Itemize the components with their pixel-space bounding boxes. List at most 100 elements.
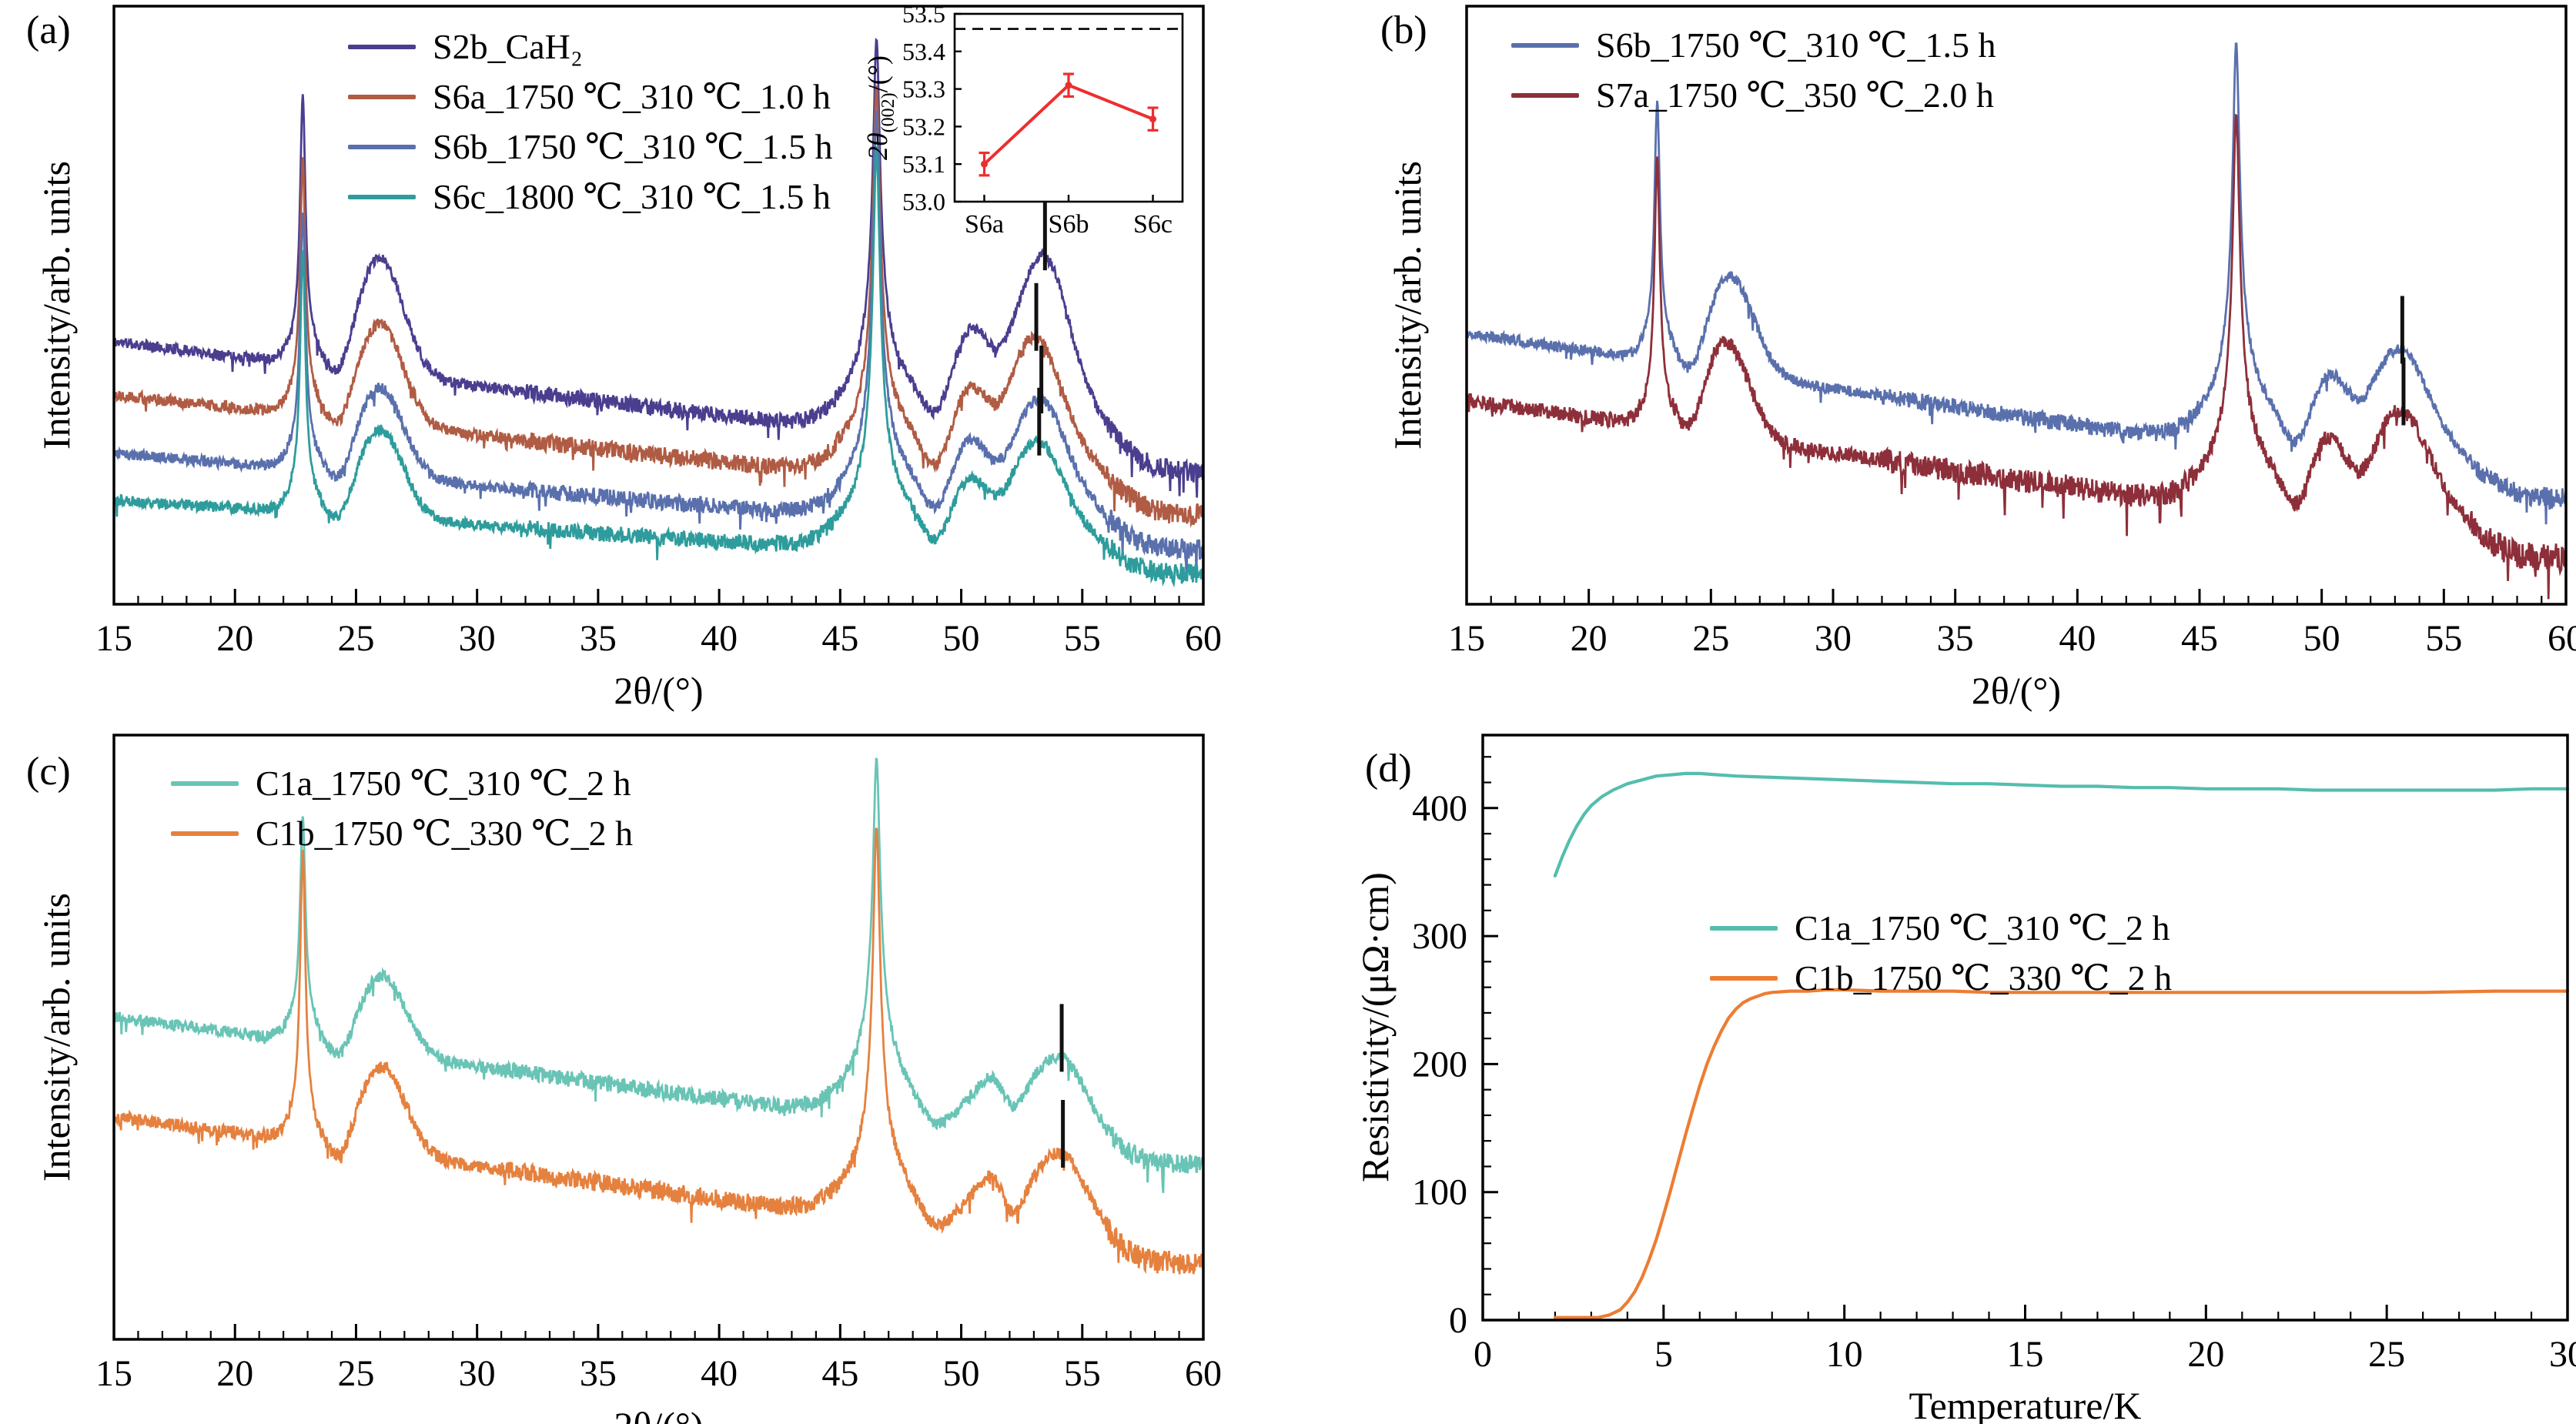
legend-label: S7a_1750 ℃_350 ℃_2.0 h (1596, 75, 1994, 115)
x-tick-label: 45 (2181, 618, 2218, 659)
inset-x-tick-label: S6c (1133, 210, 1173, 239)
x-tick-label: 15 (1448, 618, 1485, 659)
inset-y-axis-label: 2θ(002)/(°) (862, 55, 898, 160)
inset-y-tick-label: 53.0 (902, 188, 945, 216)
legend-item: C1a_1750 ℃_310 ℃_2 h (1710, 903, 2172, 953)
legend-line-swatch (348, 144, 416, 149)
inset-x-tick-label: S6b (1049, 210, 1089, 239)
inset-data-point (980, 160, 988, 168)
panel-c-letter: (c) (26, 750, 71, 794)
legend-item: C1b_1750 ℃_330 ℃_2 h (171, 808, 633, 858)
x-tick-label: 20 (216, 1353, 253, 1394)
xrd-curve-1 (1467, 113, 2566, 600)
y-tick-label: 100 (1412, 1172, 1467, 1213)
legend-line-swatch (348, 44, 416, 49)
x-tick-label: 20 (216, 618, 253, 659)
xrd-curve-0 (114, 757, 1203, 1193)
panel-d-legend: C1a_1750 ℃_310 ℃_2 h C1b_1750 ℃_330 ℃_2 … (1710, 903, 2172, 1003)
legend-item: C1a_1750 ℃_310 ℃_2 h (171, 758, 633, 808)
x-tick-label: 0 (1474, 1334, 1492, 1375)
xrd-curve-1 (114, 85, 1203, 528)
inset-y-tick-label: 53.3 (902, 75, 945, 103)
x-tick-label: 40 (2059, 618, 2096, 659)
legend-line-swatch (348, 194, 416, 199)
legend-label: C1b_1750 ℃_330 ℃_2 h (256, 813, 634, 853)
resistivity-curve-1 (1553, 988, 2570, 1319)
x-tick-label: 20 (2187, 1334, 2224, 1375)
panel-c: 15 20 25 30 35 40 45 50 55 60 (c) Intensity/arb. … (0, 712, 1288, 1424)
x-tick-label: 15 (2007, 1334, 2044, 1375)
legend-label: C1a_1750 ℃_310 ℃_2 h (256, 763, 631, 803)
x-tick-label: 25 (1692, 618, 1729, 659)
axes-box (112, 5, 1205, 606)
x-tick-label: 25 (2368, 1334, 2405, 1375)
x-tick-label: 15 (95, 618, 132, 659)
panel-c-y-axis-label: Intensity/arb. units (35, 893, 78, 1182)
x-tick-label: 55 (1064, 1353, 1101, 1394)
x-tick-label: 60 (2548, 618, 2576, 659)
xrd-curve-3 (114, 144, 1203, 588)
panel-d-plot: 0510152025300100200300400 (1412, 734, 2576, 1375)
axes-box (1481, 734, 2569, 1322)
x-tick-label: 25 (337, 1353, 374, 1394)
y-tick-label: 400 (1412, 788, 1467, 829)
panel-c-x-axis-label: 2θ/(°) (114, 1403, 1203, 1424)
panel-b-y-axis-label: Intensity/arb. units (1386, 161, 1429, 450)
panel-a-plot: 15 20 25 30 35 40 45 50 55 60 53.0 53.1 53.2 53.3 53.4… (95, 0, 1222, 659)
y-tick-label: 300 (1412, 916, 1467, 957)
panel-b-letter: (b) (1380, 8, 1427, 52)
legend-line-swatch (171, 781, 239, 786)
legend-label: S6b_1750 ℃_310 ℃_1.5 h (433, 126, 833, 166)
y-tick-label: 0 (1449, 1300, 1467, 1341)
x-tick-label: 40 (701, 618, 738, 659)
x-tick-label: 55 (2425, 618, 2462, 659)
legend-label: C1b_1750 ℃_330 ℃_2 h (1795, 958, 2173, 998)
panel-c-legend: C1a_1750 ℃_310 ℃_2 h C1b_1750 ℃_330 ℃_2 … (171, 758, 633, 858)
x-tick-label: 45 (821, 1353, 858, 1394)
xrd-curve-2 (114, 109, 1203, 578)
panel-d-letter: (d) (1365, 747, 1412, 791)
x-tick-label: 60 (1185, 1353, 1222, 1394)
panel-a: 15 20 25 30 35 40 45 50 55 60 53.0 53.1 53.2 53.3 53.4… (0, 0, 1288, 712)
x-tick-label: 30 (459, 1353, 496, 1394)
xrd-curve-0 (1467, 42, 2566, 525)
inset-data-point (1149, 115, 1157, 123)
panel-d-x-axis-label: Temperature/K (1909, 1384, 2142, 1424)
inset-x-tick-label: S6a (965, 210, 1004, 239)
panel-b-legend: S6b_1750 ℃_310 ℃_1.5 h S7a_1750 ℃_350 ℃_… (1511, 20, 1996, 120)
inset-y-tick-label: 53.2 (902, 112, 945, 140)
x-tick-label: 35 (580, 1353, 617, 1394)
legend-line-swatch (1511, 42, 1579, 48)
x-tick-label: 40 (701, 1353, 738, 1394)
legend-item: S6b_1750 ℃_310 ℃_1.5 h (1511, 20, 1996, 70)
legend-item: S6b_1750 ℃_310 ℃_1.5 h (348, 122, 833, 172)
x-tick-label: 15 (95, 1353, 132, 1394)
legend-label: S2b_CaH₂ (433, 26, 583, 66)
legend-line-swatch (1511, 92, 1579, 98)
x-tick-label: 35 (580, 618, 617, 659)
legend-item: S7a_1750 ℃_350 ℃_2.0 h (1511, 70, 1996, 120)
legend-item: S2b_CaH₂ (348, 22, 833, 72)
legend-label: S6c_1800 ℃_310 ℃_1.5 h (433, 176, 831, 216)
inset-data-point (1065, 82, 1072, 89)
xrd-curve-1 (114, 827, 1203, 1275)
panel-a-y-axis-label: Intensity/arb. units (35, 161, 78, 450)
x-tick-label: 50 (943, 618, 980, 659)
x-tick-label: 10 (1826, 1334, 1863, 1375)
legend-label: S6b_1750 ℃_310 ℃_1.5 h (1596, 25, 1996, 65)
x-tick-label: 30 (2549, 1334, 2576, 1375)
panel-b-x-axis-label: 2θ/(°) (1971, 669, 2062, 712)
x-tick-label: 45 (821, 618, 858, 659)
x-tick-label: 50 (2303, 618, 2340, 659)
x-tick-label: 30 (459, 618, 496, 659)
panel-d: 0510152025300100200300400 (d) Resistivit… (1288, 712, 2576, 1424)
panel-a-x-axis-label: 2θ/(°) (614, 669, 704, 712)
legend-line-swatch (1710, 925, 1778, 931)
inset-axes-box (953, 12, 1184, 203)
panel-a-legend: S2b_CaH₂ S6a_1750 ℃_310 ℃_1.0 h S6b_1750… (348, 22, 833, 222)
xrd-curve-0 (114, 38, 1203, 498)
x-tick-label: 60 (1185, 618, 1222, 659)
y-tick-label: 200 (1412, 1044, 1467, 1085)
panel-a-letter: (a) (26, 8, 71, 52)
